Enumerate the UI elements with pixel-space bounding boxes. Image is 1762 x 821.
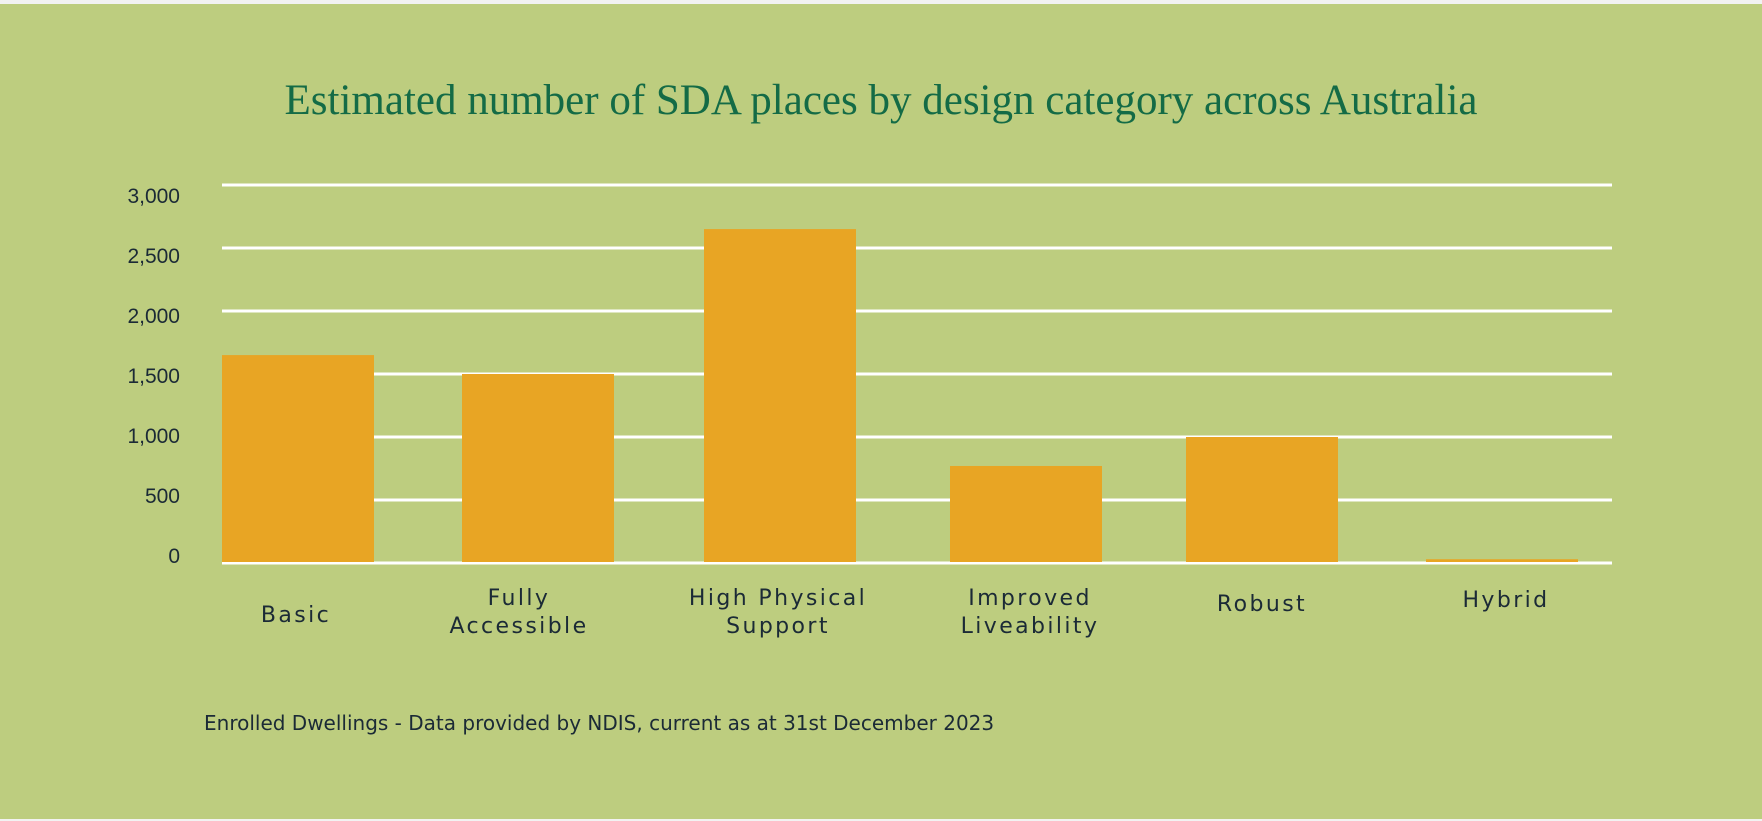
source-note: Enrolled Dwellings - Data provided by ND… (204, 711, 994, 735)
y-tick-label: 500 (145, 485, 180, 508)
x-tick-label: Basic (261, 603, 331, 628)
x-tick-label: Improved Liveability (961, 586, 1100, 639)
gridline (222, 498, 1612, 502)
y-tick-label: 2,500 (127, 245, 180, 268)
gridlines (222, 183, 1612, 565)
bar-robust (1186, 437, 1338, 562)
y-tick-label: 3,000 (127, 185, 180, 208)
y-tick-label: 1,500 (127, 365, 180, 388)
bar-hybrid (1426, 559, 1578, 562)
y-tick-label: 2,000 (127, 305, 180, 328)
bar-high-physical-support (704, 229, 856, 562)
x-axis-category-labels: Basic Fully Accessible High Physical Support… (261, 586, 1549, 639)
bar-basic (222, 355, 374, 562)
gridline (222, 372, 1612, 376)
x-tick-label: Fully Accessible (449, 586, 588, 639)
gridline (222, 435, 1612, 439)
bars (222, 229, 1578, 562)
chart-title: Estimated number of SDA places by design… (285, 77, 1478, 124)
bar-improved-liveability (950, 465, 1102, 562)
gridline (222, 246, 1612, 250)
y-tick-label: 1,000 (127, 425, 180, 448)
y-tick-label: 0 (168, 545, 180, 568)
y-axis-tick-labels: 0 500 1,000 1,500 2,000 2,500 3,000 (127, 185, 180, 568)
gridline (222, 183, 1612, 187)
gridline (222, 309, 1612, 313)
bar-fully-accessible (462, 374, 614, 562)
x-tick-label: Robust (1217, 592, 1307, 617)
x-tick-label: Hybrid (1462, 588, 1549, 613)
x-tick-label: High Physical Support (689, 586, 867, 639)
gridline (222, 561, 1612, 565)
